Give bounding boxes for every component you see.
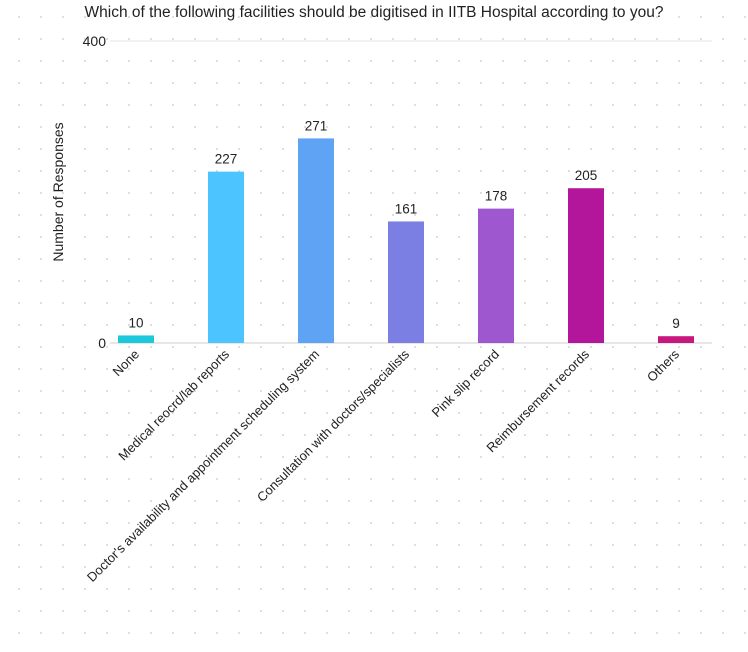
data-label-4: 178	[485, 189, 508, 204]
bar-1[interactable]	[208, 171, 244, 343]
data-label-6: 9	[672, 316, 680, 331]
x-tick-label-3: Consultation with doctors/specialists	[254, 346, 413, 505]
data-label-5: 205	[575, 168, 598, 183]
bar-4[interactable]	[478, 208, 514, 343]
x-tick-label-6: Others	[644, 346, 683, 385]
chart-title: Which of the following facilities should…	[84, 4, 664, 21]
bar-3[interactable]	[388, 221, 424, 343]
bar-2[interactable]	[298, 138, 334, 343]
y-tick-label-max: 400	[83, 33, 107, 49]
data-label-1: 227	[215, 152, 238, 167]
y-axis-title: Number of Responses	[50, 122, 66, 261]
bar-0[interactable]	[118, 335, 154, 343]
x-tick-label-0: None	[110, 347, 143, 380]
y-tick-label-min: 0	[98, 335, 106, 351]
x-tick-label-5: Reimbursement records	[483, 346, 592, 455]
data-label-2: 271	[305, 118, 328, 133]
x-tick-label-4: Pink slip record	[429, 347, 502, 420]
bar-6[interactable]	[658, 336, 694, 343]
data-label-0: 10	[128, 315, 143, 330]
bar-5[interactable]	[568, 188, 604, 343]
data-label-3: 161	[395, 201, 418, 216]
